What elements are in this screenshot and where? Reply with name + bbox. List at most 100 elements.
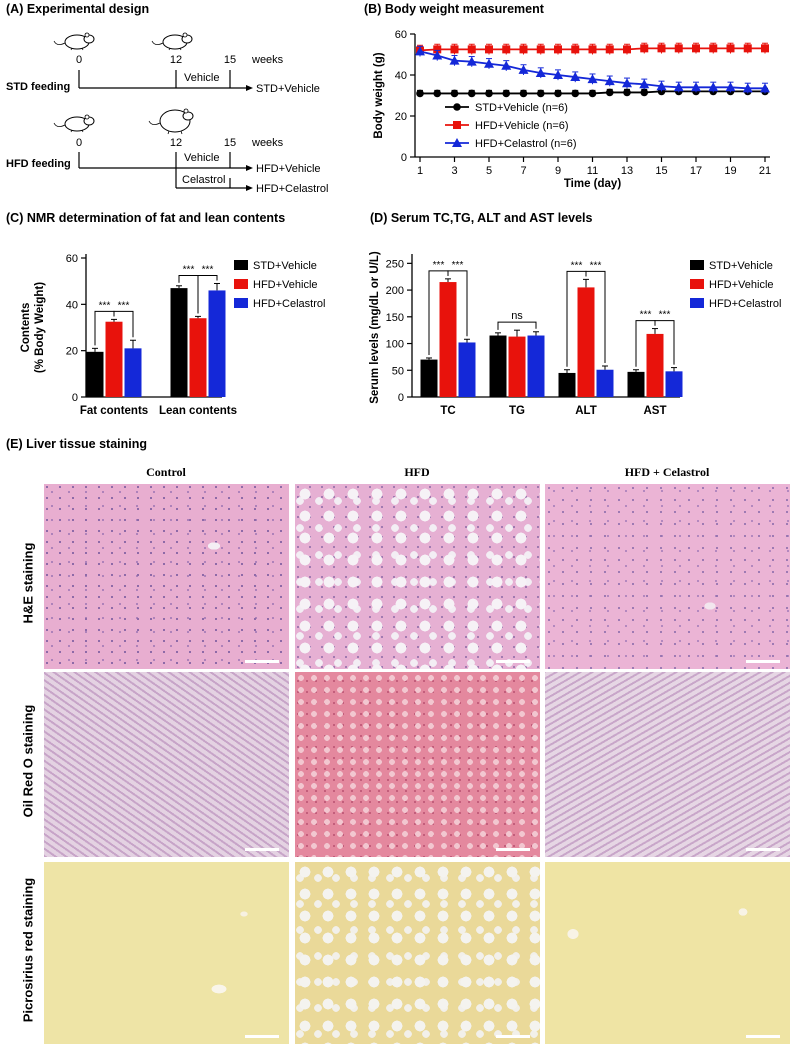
hfd-treatment-vehicle: Vehicle [184,152,219,164]
bar [189,318,207,397]
legend-label: STD+Vehicle [253,260,317,272]
hfd-tick-12: 12 [170,137,182,149]
y-tick-label: 0 [401,152,407,164]
data-point [588,45,597,54]
y-tick-label: 40 [395,70,407,82]
legend-swatch [690,298,704,308]
legend-label: HFD+Vehicle [253,279,318,291]
data-point [571,45,580,54]
significance-label: *** [659,310,671,321]
legend-swatch [234,279,248,289]
significance-bracket [113,310,134,338]
data-point [639,79,650,89]
row-label-oil-red-o: Oil Red O staining [20,704,36,818]
y-tick-label: 60 [66,253,78,265]
data-point [502,45,511,54]
x-tick-label: 13 [621,165,633,177]
bar [105,321,123,397]
std-tick-15: 15 [224,54,236,66]
data-point [485,89,493,98]
panel-e-title: (E) Liver tissue staining [6,437,148,451]
data-point [416,89,424,98]
std-outcome-label: STD+Vehicle [256,83,320,95]
micrograph-oilred-hfd [295,672,540,857]
legend-label: HFD+Vehicle (n=6) [475,120,569,132]
category-label: ALT [575,405,597,417]
scale-bar [245,848,279,851]
bar [489,335,507,397]
micrograph-picrosirius-hfd [295,862,540,1044]
data-point [536,89,545,98]
data-point [536,45,545,54]
data-point [519,45,528,54]
hfd-treatment-celastrol: Celastrol [182,174,225,186]
significance-bracket [197,274,218,314]
y-tick-label: 20 [66,346,78,358]
std-treatment-label: Vehicle [184,72,219,84]
data-point [623,88,631,97]
data-point [553,70,563,79]
data-point [450,89,459,98]
y-axis-label: Body weight (g) [373,52,385,138]
data-point [742,83,753,93]
mouse-icon-hfd-obese [148,108,194,135]
data-point [466,56,477,66]
data-point [622,78,632,88]
bar [596,369,614,397]
significance-label: *** [99,300,111,311]
x-tick-label: 1 [417,165,423,177]
scale-bar [746,660,780,663]
y-tick-label: 40 [66,299,78,311]
hfd-group-label: HFD feeding [6,158,71,170]
legend-marker [453,121,461,129]
nmr-bar-chart: 0 20 40 60 Contents (% Body Weight) Fat conten… [20,253,325,417]
micrograph-he-hfd [295,484,540,669]
data-point [588,89,597,98]
row-label-picrosirius: Picrosirius red staining [20,877,36,1023]
y-axis-label: Serum levels (mg/dL or U/L) [369,251,381,404]
legend-label: HFD+Vehicle [709,279,774,291]
data-point [415,46,425,56]
data-point [657,44,666,53]
row-label-he: H&E staining [20,542,36,624]
significance-bracket [497,321,537,330]
y-axis-label-line: Serum levels (mg/dL or U/L) [369,251,381,404]
mouse-icon-hfd-start [53,114,95,133]
std-tick-12: 12 [170,54,182,66]
significance-bracket [447,270,468,337]
y-axis-label-line: (% Body Weight) [34,282,46,373]
category-label: AST [644,405,667,417]
y-tick-label: 150 [386,312,404,324]
data-point [761,44,769,53]
y-tick-label: 100 [386,339,404,351]
significance-label: *** [640,310,652,321]
data-point [725,82,736,92]
y-tick-label: 200 [386,285,404,297]
x-tick-label: 9 [555,165,561,177]
significance-label: *** [202,264,214,275]
hfd-weeks-label: weeks [251,137,284,149]
std-group-label: STD feeding [6,81,70,93]
legend-swatch [690,260,704,270]
category-label: TC [440,405,455,417]
data-point [623,45,631,54]
bar [508,336,526,397]
bar [458,342,476,397]
scale-bar [496,1035,530,1038]
x-tick-label: 7 [520,165,526,177]
data-point [640,88,649,97]
data-point [570,72,581,82]
legend-label: HFD+Celastrol [709,298,781,310]
legend-marker [453,103,461,111]
scale-bar [245,660,279,663]
y-axis-label: Contents (% Body Weight) [20,282,46,373]
data-point [449,55,460,65]
data-point [502,89,511,98]
x-tick-label: 19 [724,165,736,177]
significance-label: *** [433,260,445,271]
data-point [554,45,562,54]
y-tick-label: 50 [392,365,404,377]
data-point [692,44,700,53]
legend-label: STD+Vehicle [709,260,773,272]
data-point [743,44,752,53]
